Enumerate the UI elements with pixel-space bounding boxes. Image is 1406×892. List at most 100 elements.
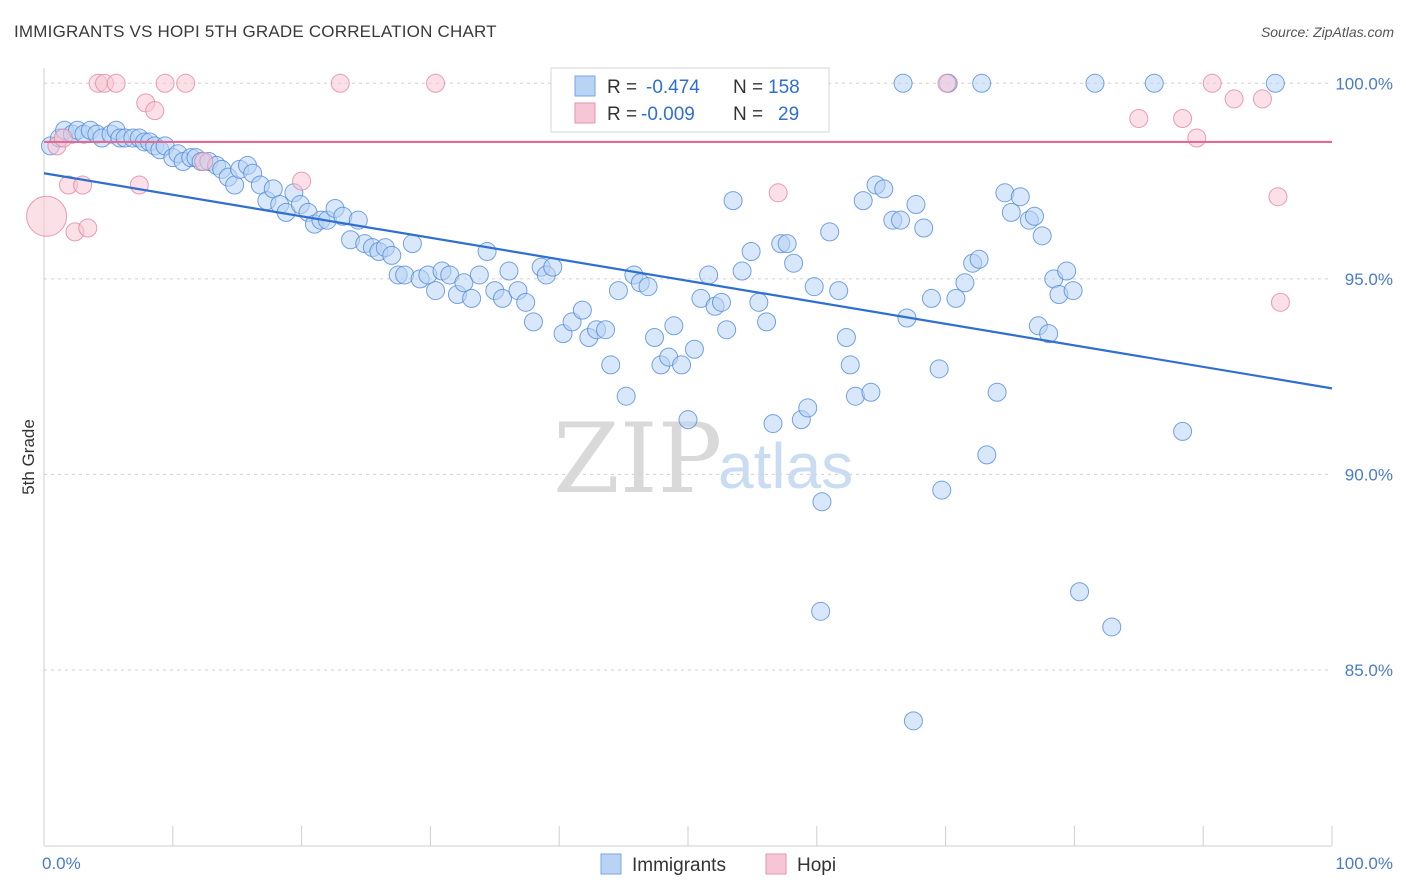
- legend-r-value-hopi: -0.009: [641, 104, 695, 125]
- chart-title: IMMIGRANTS VS HOPI 5TH GRADE CORRELATION…: [14, 22, 497, 41]
- bottom-legend: Immigrants Hopi: [600, 853, 836, 876]
- point-immigrants: [811, 601, 831, 621]
- legend-swatch-immigrants: [574, 75, 596, 97]
- legend-r-label-immigrants: R =: [607, 77, 637, 98]
- point-immigrants: [672, 355, 692, 375]
- point-hopi: [78, 218, 98, 238]
- bottom-legend-swatch-immigrants: [600, 853, 622, 875]
- source-label: Source: ZipAtlas.com: [1260, 24, 1394, 40]
- point-immigrants: [812, 492, 832, 512]
- point-immigrants: [893, 73, 913, 93]
- point-immigrants: [777, 234, 797, 254]
- point-immigrants: [469, 265, 489, 285]
- point-immigrants: [493, 288, 513, 308]
- point-immigrants: [891, 210, 911, 230]
- x-ticks: [43, 826, 1333, 846]
- point-immigrants: [499, 261, 519, 281]
- legend-n-label-immigrants: N =: [733, 77, 763, 98]
- point-immigrants: [836, 328, 856, 348]
- point-hopi: [155, 73, 175, 93]
- y-tick-label: 85.0%: [1345, 661, 1393, 680]
- point-immigrants: [903, 711, 923, 731]
- point-hopi: [937, 73, 957, 93]
- point-hopi: [1173, 108, 1193, 128]
- legend-n-label-hopi: N =: [733, 104, 763, 125]
- x-tick-label-max: 100.0%: [1335, 854, 1393, 873]
- point-hopi: [292, 171, 312, 191]
- bottom-legend-swatch-hopi: [765, 853, 787, 875]
- point-immigrants: [972, 73, 992, 93]
- point-immigrants: [1144, 73, 1164, 93]
- bottom-legend-hopi: Hopi: [797, 855, 836, 876]
- point-hopi: [26, 195, 68, 237]
- point-immigrants: [798, 398, 818, 418]
- point-immigrants: [454, 273, 474, 293]
- point-immigrants: [1057, 261, 1077, 281]
- y-tick-label: 100.0%: [1335, 74, 1393, 93]
- point-immigrants: [977, 445, 997, 465]
- point-hopi: [1224, 89, 1244, 109]
- point-immigrants: [906, 195, 926, 215]
- point-immigrants: [763, 414, 783, 434]
- point-immigrants: [853, 191, 873, 211]
- legend-swatch-hopi: [574, 102, 596, 124]
- point-immigrants: [684, 339, 704, 359]
- point-immigrants: [874, 179, 894, 199]
- point-immigrants: [861, 382, 881, 402]
- point-hopi: [330, 73, 350, 93]
- y-tick-label: 95.0%: [1345, 270, 1393, 289]
- point-hopi: [1129, 108, 1149, 128]
- point-immigrants: [523, 312, 543, 332]
- point-immigrants: [921, 288, 941, 308]
- trend-lines: [43, 140, 1333, 390]
- point-hopi: [1202, 73, 1222, 93]
- x-tick-label-min: 0.0%: [42, 854, 81, 873]
- point-immigrants: [462, 288, 482, 308]
- bottom-legend-immigrants: Immigrants: [632, 855, 726, 876]
- point-immigrants: [749, 292, 769, 312]
- point-immigrants: [664, 316, 684, 336]
- point-immigrants: [1063, 281, 1083, 301]
- point-immigrants: [1173, 421, 1193, 441]
- point-immigrants: [732, 261, 752, 281]
- point-immigrants: [711, 292, 731, 312]
- point-immigrants: [723, 191, 743, 211]
- point-hopi: [53, 128, 73, 148]
- point-hopi: [1270, 292, 1290, 312]
- point-immigrants: [601, 355, 621, 375]
- point-immigrants: [741, 241, 761, 261]
- point-immigrants: [820, 222, 840, 242]
- point-immigrants: [946, 288, 966, 308]
- point-immigrants: [987, 382, 1007, 402]
- point-immigrants: [1024, 206, 1044, 226]
- watermark-atlas: atlas: [718, 430, 853, 502]
- point-immigrants: [1102, 617, 1122, 637]
- point-hopi: [768, 183, 788, 203]
- point-immigrants: [932, 480, 952, 500]
- point-immigrants: [1085, 73, 1105, 93]
- point-hopi: [194, 152, 214, 172]
- point-immigrants: [608, 281, 628, 301]
- point-immigrants: [804, 277, 824, 297]
- legend-n-value-immigrants: 158: [768, 77, 800, 98]
- point-immigrants: [784, 253, 804, 273]
- point-immigrants: [929, 359, 949, 379]
- series-immigrants: [40, 73, 1285, 731]
- point-immigrants: [1010, 187, 1030, 207]
- point-immigrants: [645, 328, 665, 348]
- point-hopi: [426, 73, 446, 93]
- point-hopi: [1187, 128, 1207, 148]
- y-tick-labels: 85.0% 90.0% 95.0% 100.0%: [1335, 74, 1393, 680]
- point-hopi: [176, 73, 196, 93]
- point-immigrants: [596, 320, 616, 340]
- point-immigrants: [678, 410, 698, 430]
- point-immigrants: [829, 281, 849, 301]
- point-immigrants: [638, 277, 658, 297]
- point-immigrants: [955, 273, 975, 293]
- point-immigrants: [616, 386, 636, 406]
- y-tick-label: 90.0%: [1345, 465, 1393, 484]
- point-hopi: [145, 101, 165, 121]
- point-hopi: [106, 73, 126, 93]
- point-hopi: [1252, 89, 1272, 109]
